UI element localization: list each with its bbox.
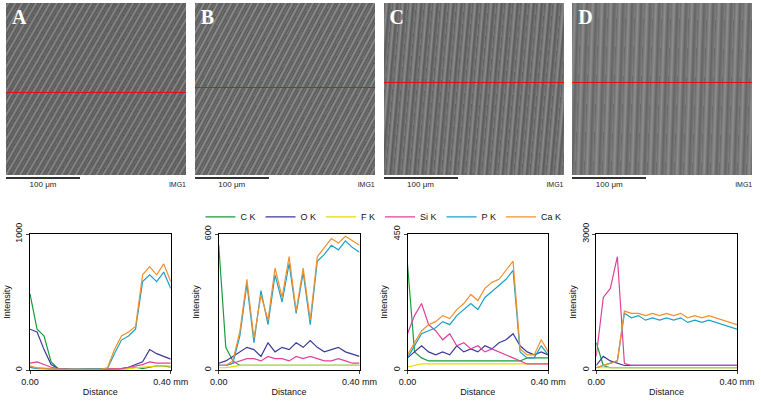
svg-text:Intensity: Intensity	[2, 285, 12, 319]
svg-text:Intensity: Intensity	[379, 285, 389, 319]
svg-text:Distance: Distance	[460, 387, 495, 397]
svg-text:C K: C K	[241, 212, 256, 222]
svg-text:0.40 mm: 0.40 mm	[719, 377, 754, 387]
html-text:100 μm: 100 μm	[407, 180, 434, 189]
html-text:IMG1: IMG1	[357, 181, 375, 188]
svg-text:0.00: 0.00	[21, 377, 39, 387]
svg-text:Distance: Distance	[649, 387, 684, 397]
svg-text:Si K: Si K	[420, 212, 437, 222]
svg-text:0.00: 0.00	[210, 377, 228, 387]
html-text:C: C	[389, 6, 404, 28]
svg-text:Distance: Distance	[83, 387, 118, 397]
svg-text:0: 0	[392, 366, 402, 371]
svg-text:0.00: 0.00	[587, 377, 605, 387]
svg-text:450: 450	[392, 225, 402, 240]
svg-text:Distance: Distance	[272, 387, 307, 397]
svg-text:P K: P K	[482, 212, 496, 222]
html-text:IMG1: IMG1	[735, 181, 753, 188]
html-text:100 μm: 100 μm	[218, 180, 246, 189]
svg-text:0.40 mm: 0.40 mm	[531, 377, 566, 387]
svg-text:0.00: 0.00	[399, 377, 417, 387]
svg-text:3000: 3000	[581, 223, 591, 243]
svg-text:Intensity: Intensity	[568, 285, 578, 319]
svg-text:F K: F K	[361, 212, 375, 222]
html-text:D: D	[578, 6, 593, 28]
html-text:B: B	[200, 6, 215, 28]
svg-text:0.40 mm: 0.40 mm	[342, 377, 377, 387]
svg-text:0: 0	[203, 366, 213, 371]
svg-text:0: 0	[14, 366, 24, 371]
html-text:IMG1: IMG1	[546, 181, 564, 188]
html-text:100 μm: 100 μm	[29, 180, 57, 189]
svg-text:Ca K: Ca K	[541, 212, 561, 222]
svg-text:0: 0	[581, 366, 591, 371]
svg-text:Intensity: Intensity	[191, 285, 201, 319]
svg-text:O K: O K	[301, 212, 317, 222]
html-text:100 μm: 100 μm	[595, 180, 623, 189]
html-text:IMG1: IMG1	[168, 181, 186, 188]
svg-text:0.40 mm: 0.40 mm	[153, 377, 188, 387]
svg-text:1000: 1000	[14, 223, 24, 243]
html-text:A: A	[12, 6, 27, 28]
svg-text:600: 600	[203, 225, 213, 240]
